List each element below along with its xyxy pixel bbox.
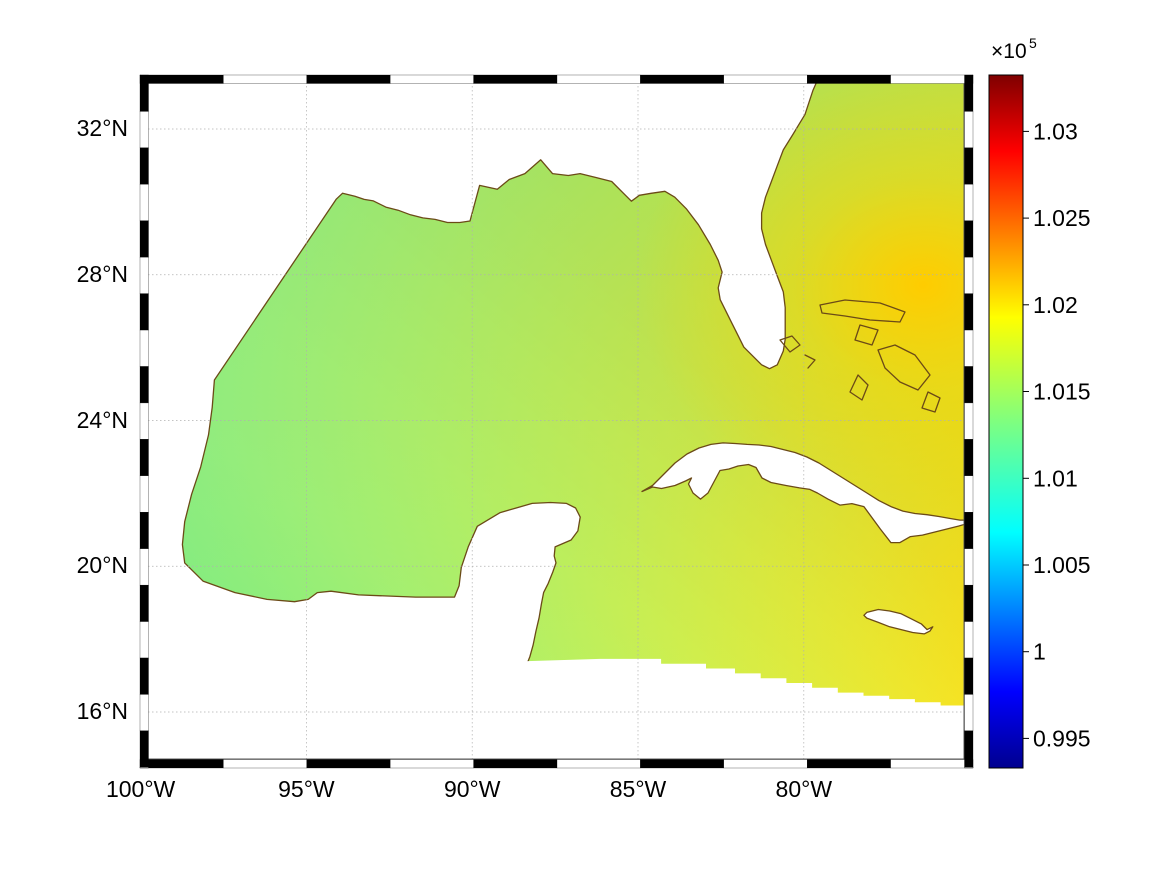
svg-text:28°N: 28°N: [77, 261, 128, 287]
svg-text:80°W: 80°W: [776, 776, 833, 802]
svg-text:1.005: 1.005: [1033, 552, 1091, 578]
svg-text:1.015: 1.015: [1033, 379, 1091, 405]
svg-text:100°W: 100°W: [106, 776, 176, 802]
svg-text:95°W: 95°W: [278, 776, 335, 802]
svg-text:85°W: 85°W: [610, 776, 667, 802]
svg-text:1.025: 1.025: [1033, 205, 1091, 231]
svg-text:1.01: 1.01: [1033, 465, 1078, 491]
svg-text:5: 5: [1029, 35, 1037, 51]
svg-text:0.995: 0.995: [1033, 725, 1091, 751]
svg-text:1.02: 1.02: [1033, 292, 1078, 318]
svg-text:×10: ×10: [991, 40, 1027, 63]
svg-text:24°N: 24°N: [77, 407, 128, 433]
svg-text:1: 1: [1033, 639, 1046, 665]
svg-text:90°W: 90°W: [444, 776, 501, 802]
svg-text:16°N: 16°N: [77, 698, 128, 724]
svg-text:20°N: 20°N: [77, 552, 128, 578]
svg-text:32°N: 32°N: [77, 115, 128, 141]
svg-text:1.03: 1.03: [1033, 118, 1078, 144]
